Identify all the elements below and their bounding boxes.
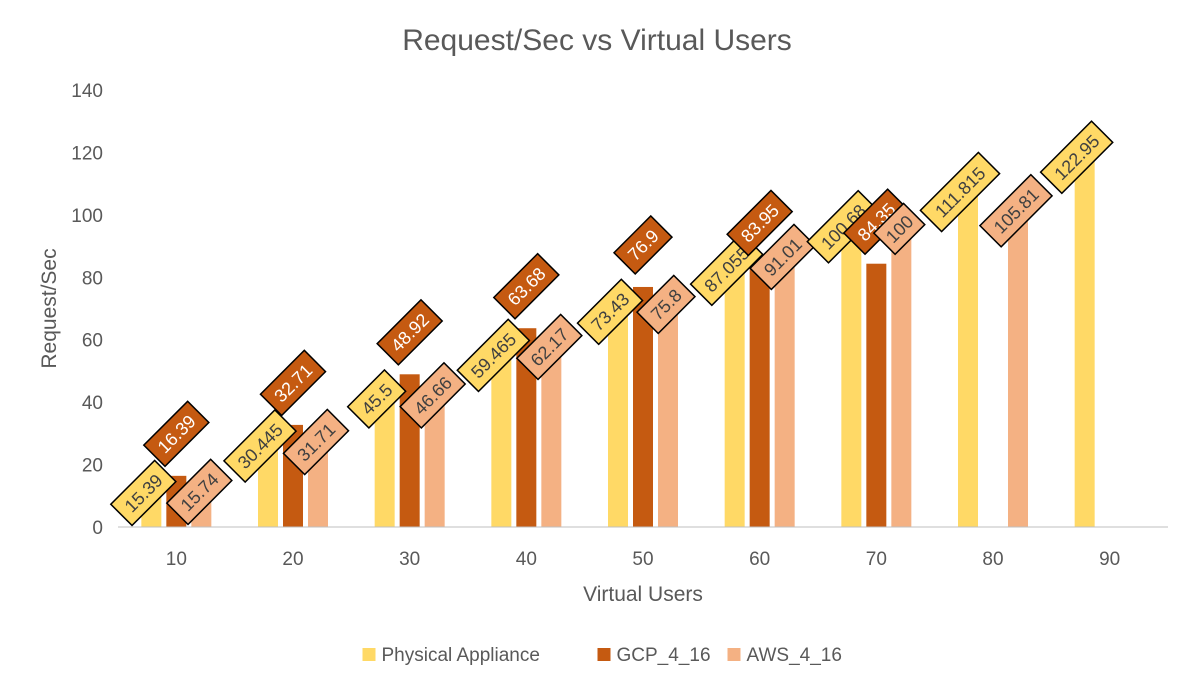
bar-aws-4-16 [891, 214, 912, 527]
data-label-gcp-4-16: 32.71 [259, 349, 327, 417]
chart-title: Request/Sec vs Virtual Users [402, 24, 792, 57]
x-tick-label: 70 [866, 549, 887, 570]
y-tick-label: 0 [92, 518, 103, 539]
data-label-box [142, 400, 210, 468]
bar-gcp-4-16 [633, 286, 653, 527]
bar-physical-appliance [374, 384, 395, 527]
x-tick-label: 10 [166, 549, 187, 570]
data-label-box [492, 252, 560, 320]
x-axis-title: Virtual Users [583, 583, 703, 606]
data-label-box [456, 318, 531, 393]
legend-swatch-physical-appliance [362, 648, 376, 661]
data-label-box [259, 349, 327, 417]
data-label-box [109, 459, 177, 527]
y-tick-label: 40 [82, 393, 103, 414]
y-tick-label: 20 [82, 456, 103, 477]
legend-label: AWS_4_16 [747, 645, 842, 666]
data-label-box [165, 458, 233, 526]
data-label-box [376, 298, 444, 366]
data-label-box [919, 151, 1001, 233]
data-label-aws-4-16: 31.71 [282, 408, 350, 476]
y-tick-label: 140 [71, 81, 103, 102]
data-label-box [726, 189, 794, 257]
legend-swatch-gcp-4-16 [597, 648, 611, 661]
x-tick-label: 30 [399, 549, 420, 570]
legend-label: Physical Appliance [382, 645, 540, 666]
x-tick-label: 60 [749, 549, 770, 570]
bar-aws-4-16 [541, 332, 562, 527]
bar-aws-4-16 [774, 242, 795, 527]
data-label-gcp-4-16: 48.92 [376, 298, 444, 366]
bar-physical-appliance [491, 341, 512, 527]
data-label-box [1039, 120, 1114, 195]
data-label-gcp-4-16: 63.68 [492, 252, 560, 320]
y-tick-label: 60 [82, 331, 103, 352]
bar-gcp-4-16 [749, 264, 770, 527]
data-label-box [346, 368, 407, 430]
bar-gcp-4-16 [866, 263, 887, 527]
bar-physical-appliance [841, 212, 862, 528]
data-label-gcp-4-16: 76.9 [612, 214, 674, 276]
bar-physical-appliance [1074, 143, 1095, 528]
data-label-box [576, 278, 644, 346]
legend-label: GCP_4_16 [617, 645, 711, 666]
x-tick-label: 80 [982, 549, 1003, 570]
x-tick-label: 50 [632, 549, 653, 570]
bar-aws-4-16 [1008, 196, 1028, 527]
bar-physical-appliance [958, 177, 978, 527]
data-label-box [978, 173, 1054, 248]
data-label-box [635, 274, 697, 335]
y-axis-title: Request/Sec [38, 248, 61, 368]
data-label-box [612, 214, 674, 276]
data-label-box [399, 361, 467, 429]
legend-swatch-aws-4-16 [727, 648, 741, 661]
data-label-box [282, 408, 350, 476]
y-tick-label: 100 [71, 206, 103, 227]
bar-physical-appliance [608, 297, 628, 527]
y-tick-label: 120 [71, 143, 103, 164]
data-label-physical-appliance: 45.5 [346, 368, 407, 430]
bar-gcp-4-16 [516, 328, 537, 527]
data-label-gcp-4-16: 16.39 [142, 400, 210, 468]
y-tick-label: 80 [82, 268, 103, 289]
x-tick-label: 40 [516, 549, 537, 570]
bar-aws-4-16 [658, 290, 678, 527]
data-label-box [872, 202, 926, 256]
data-label-box [515, 313, 583, 381]
x-tick-label: 20 [282, 549, 303, 570]
x-tick-label: 90 [1099, 549, 1120, 570]
bar-physical-appliance [724, 255, 745, 527]
data-label-box [749, 223, 817, 291]
data-label-box [222, 408, 298, 484]
